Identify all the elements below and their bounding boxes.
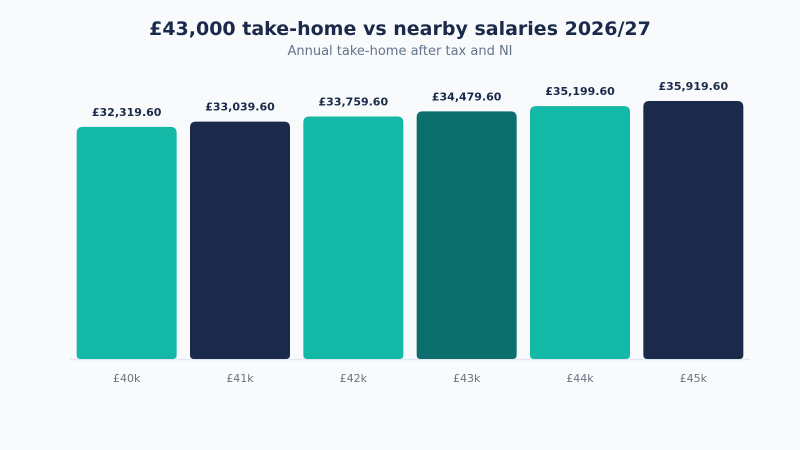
bar-value-label-2: £33,039.60 <box>205 101 275 114</box>
chart-subtitle: Annual take-home after tax and NI <box>287 44 513 59</box>
bar-value-label-6: £35,919.60 <box>659 80 729 93</box>
bar-3 <box>303 116 404 359</box>
bar-1 <box>76 126 177 359</box>
x-tick-label-2: £41k <box>226 372 254 385</box>
bar-6 <box>643 101 744 359</box>
x-tick-label-1: £40k <box>113 372 141 385</box>
x-tick-label-4: £43k <box>453 372 481 385</box>
bar-2 <box>190 121 290 359</box>
x-tick-label-3: £42k <box>340 372 368 385</box>
x-tick-label-5: £44k <box>566 372 594 385</box>
bar-value-label-4: £34,479.60 <box>432 90 502 103</box>
bar-4 <box>416 111 517 359</box>
bar-value-label-1: £32,319.60 <box>92 106 162 119</box>
x-tick-label-6: £45k <box>680 372 708 385</box>
bar-5 <box>530 106 630 360</box>
chart-title: £43,000 take-home vs nearby salaries 202… <box>149 18 651 40</box>
bar-value-label-3: £33,759.60 <box>319 96 389 109</box>
bar-value-label-5: £35,199.60 <box>545 85 615 98</box>
